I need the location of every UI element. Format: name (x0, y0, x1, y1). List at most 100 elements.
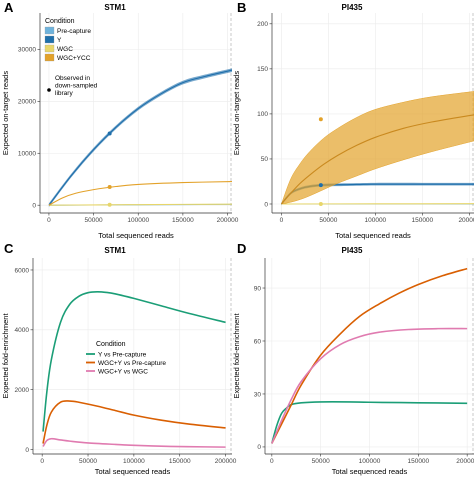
y-axis-label: Expected on-target reads (232, 71, 241, 155)
panel-d: 0 50000 100000 150000 200000 0 30 60 90 Total seq… (232, 241, 474, 476)
y-tick-label: 30000 (18, 47, 36, 54)
observed-point (318, 183, 323, 188)
plot-area (271, 267, 468, 444)
gridlines (33, 258, 232, 454)
observed-point (107, 202, 112, 207)
y-tick-label: 0 (257, 444, 261, 451)
legend-item-label: Y vs Pre-capture (98, 352, 147, 359)
y-tick-label: 0 (25, 447, 29, 454)
x-tick-label: 150000 (411, 217, 433, 224)
series-wgc-y-vs-wgc (271, 327, 468, 444)
legend-observed-label: Observed in (55, 75, 90, 82)
panel-letter: A (4, 0, 14, 15)
legend-item-label: Y (57, 37, 62, 44)
y-tick-label: 100 (257, 111, 268, 118)
panel-letter: C (4, 241, 14, 256)
panel-letter: D (237, 241, 246, 256)
legend-item-label: WGC+Y vs WGC (98, 369, 148, 376)
x-tick-label: 100000 (127, 217, 149, 224)
panel-a: 0 50000 100000 150000 200000 0 10000 20000 30000… (1, 0, 239, 240)
plot-area (280, 91, 474, 206)
x-tick-label: 50000 (79, 458, 97, 465)
y-tick-label: 30 (254, 391, 262, 398)
series-wgc-y-vs-wgc (42, 437, 226, 448)
x-tick-label: 200000 (458, 217, 474, 224)
x-tick-label: 50000 (312, 458, 330, 465)
y-tick-label: 0 (32, 203, 36, 210)
panel-title: STM1 (104, 3, 126, 12)
x-tick-label: 200000 (215, 458, 237, 465)
observed-point (107, 131, 112, 136)
y-tick-label: 2000 (15, 387, 30, 394)
x-tick-label: 0 (270, 458, 274, 465)
legend-observed-marker (47, 88, 51, 92)
x-tick-label: 200000 (217, 217, 239, 224)
x-axis-label: Total sequenced reads (332, 467, 408, 476)
series-wgc-y-vs-pre-capture (42, 400, 226, 444)
legend-item-label: WGC+Y vs Pre-capture (98, 360, 166, 367)
series-wgc-y-vs-pre-capture (271, 267, 468, 444)
legend-observed-label: library (55, 90, 73, 97)
series-y-vs-pre-capture (42, 291, 226, 432)
series-wgc-ycc (48, 181, 232, 206)
legend-item-label: WGC (57, 46, 73, 53)
series-line (48, 203, 232, 206)
plot-background (40, 13, 232, 213)
series-line (42, 291, 226, 432)
legend-item-label: Pre-capture (57, 28, 91, 35)
series-wgc-ycc (280, 91, 474, 205)
y-tick-label: 150 (257, 66, 268, 73)
x-tick-label: 0 (40, 458, 44, 465)
series-line (42, 437, 226, 448)
x-tick-label: 100000 (359, 458, 381, 465)
confidence-band (281, 182, 474, 206)
confidence-band (281, 91, 474, 205)
series-line (48, 69, 232, 206)
legend-item-label: WGC+YCC (57, 55, 91, 62)
plot-area (42, 291, 226, 448)
x-tick-label: 100000 (364, 217, 386, 224)
y-tick-label: 0 (264, 201, 268, 208)
y-tick-label: 90 (254, 285, 262, 292)
x-tick-label: 150000 (172, 217, 194, 224)
legend-observed-label: down-sampled (55, 83, 98, 90)
x-tick-label: 200000 (456, 458, 474, 465)
series-y-vs-pre-capture (271, 401, 468, 444)
series-line (271, 327, 468, 444)
x-tick-label: 150000 (407, 458, 429, 465)
y-tick-label: 10000 (18, 151, 36, 158)
y-tick-label: 4000 (15, 327, 30, 334)
plot-area (48, 68, 232, 208)
panel-letter: B (237, 0, 246, 15)
legend-title: Condition (96, 341, 126, 348)
series-line (271, 401, 468, 444)
observed-point (107, 185, 112, 190)
x-tick-label: 0 (47, 217, 51, 224)
x-tick-label: 50000 (319, 217, 337, 224)
series-line (280, 114, 474, 205)
observed-point (318, 201, 323, 206)
series-line (271, 267, 468, 444)
y-axis-label: Expected fold-enrichment (232, 313, 241, 399)
y-axis-label: Expected fold-enrichment (1, 313, 10, 399)
panel-b: 0 50000 100000 150000 200000 0 50 100 150 200 Tota… (232, 0, 474, 240)
x-axis-label: Total sequenced reads (98, 231, 174, 240)
legend-title: Condition (45, 18, 75, 25)
x-axis-label: Total sequenced reads (95, 467, 171, 476)
x-tick-label: 150000 (169, 458, 191, 465)
x-tick-label: 0 (280, 217, 284, 224)
legend-condition-top: Condition Pre-capture Y WGC WGC+YCC Observed … (44, 18, 98, 97)
y-tick-label: 20000 (18, 99, 36, 106)
panel-title: PI435 (342, 3, 363, 12)
series-y (48, 68, 232, 208)
plot-background (33, 258, 232, 454)
y-tick-label: 6000 (15, 267, 30, 274)
y-tick-label: 200 (257, 21, 268, 28)
series-line (42, 400, 226, 444)
y-tick-label: 60 (254, 338, 262, 345)
x-axis-label: Total sequenced reads (335, 231, 411, 240)
series-line (48, 181, 232, 206)
panel-title: PI435 (342, 246, 363, 255)
